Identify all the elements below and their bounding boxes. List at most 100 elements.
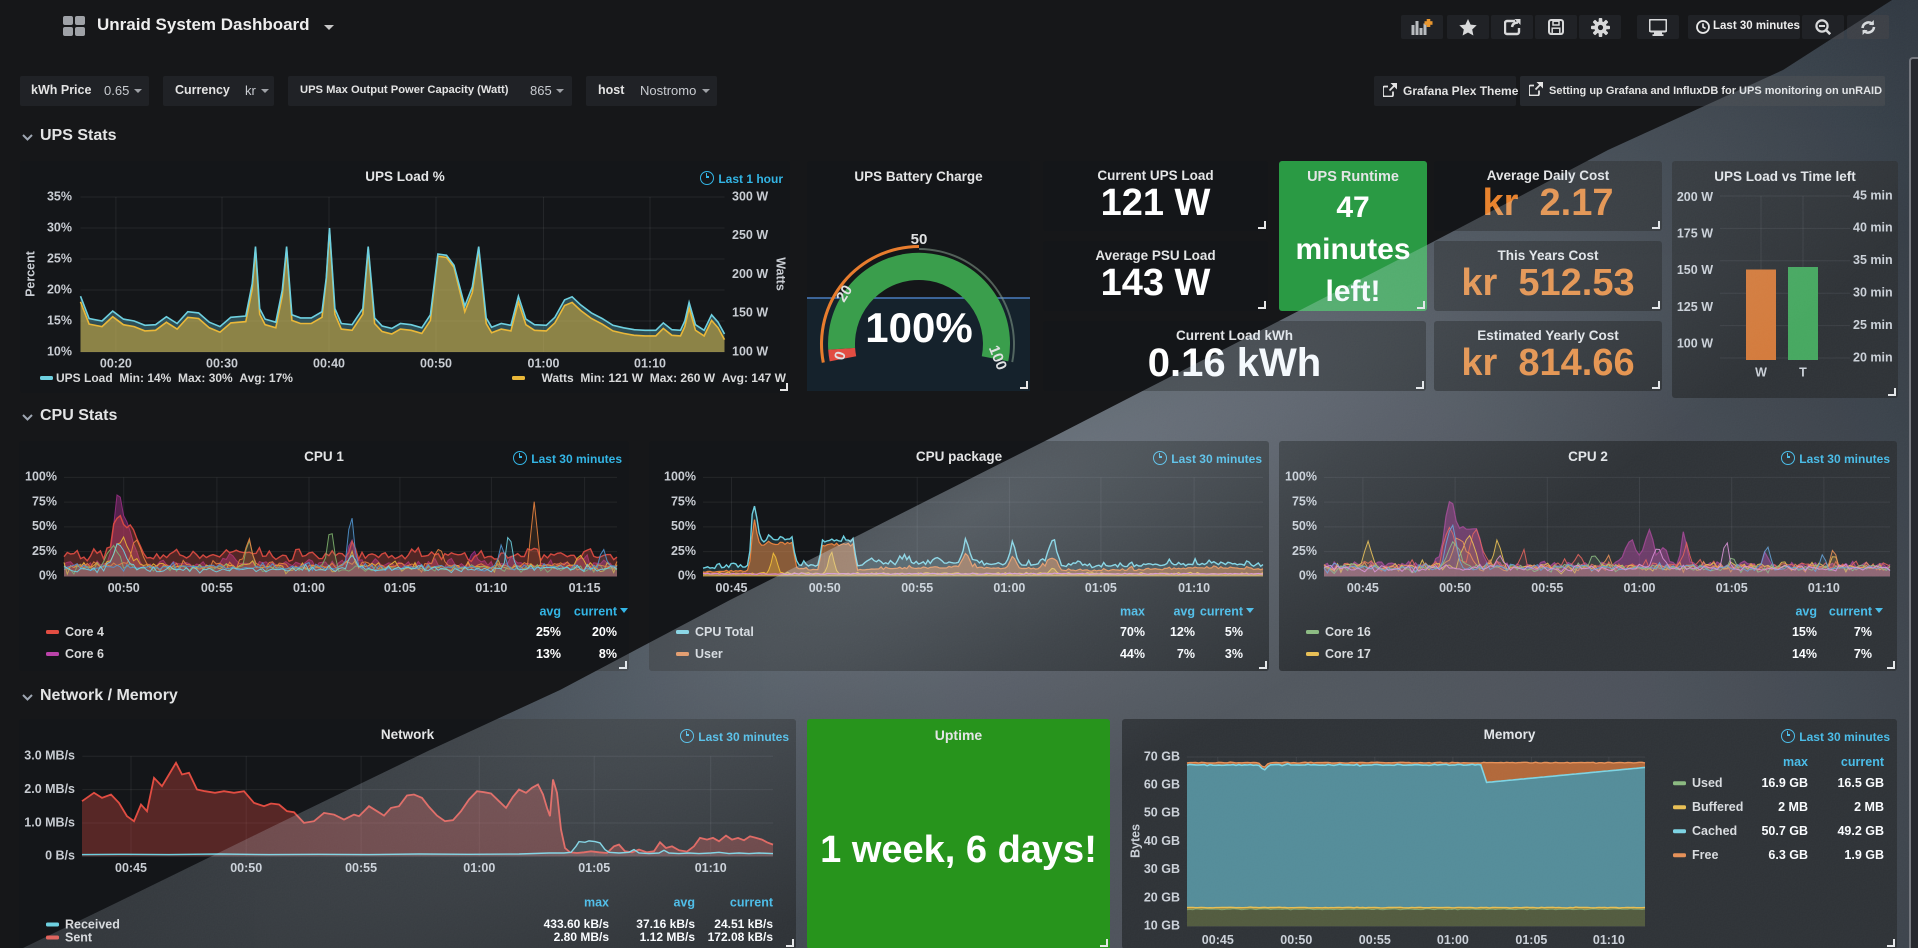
svg-text:Free: Free — [1692, 848, 1718, 862]
svg-text:75%: 75% — [1292, 494, 1317, 508]
svg-text:5%: 5% — [1225, 625, 1243, 639]
svg-text:70%: 70% — [1120, 625, 1145, 639]
svg-text:00:50: 00:50 — [108, 581, 140, 595]
svg-text:10 GB: 10 GB — [1144, 918, 1180, 932]
svg-text:70 GB: 70 GB — [1144, 749, 1180, 763]
svg-text:60 GB: 60 GB — [1144, 777, 1180, 791]
svg-text:2.80 MB/s: 2.80 MB/s — [554, 930, 610, 944]
svg-text:00:55: 00:55 — [1359, 933, 1391, 947]
svg-text:24.51 kB/s: 24.51 kB/s — [714, 917, 773, 931]
svg-text:37.16 kB/s: 37.16 kB/s — [636, 917, 695, 931]
svg-text:100%: 100% — [664, 470, 696, 484]
svg-text:6.3 GB: 6.3 GB — [1768, 848, 1808, 862]
svg-text:40 min: 40 min — [1853, 221, 1893, 235]
svg-text:current: current — [1200, 604, 1244, 618]
svg-text:01:00: 01:00 — [1437, 933, 1469, 947]
svg-text:01:10: 01:10 — [1808, 581, 1840, 595]
svg-text:50 GB: 50 GB — [1144, 806, 1180, 820]
svg-text:01:00: 01:00 — [528, 356, 560, 370]
svg-text:15%: 15% — [1792, 625, 1817, 639]
svg-text:50.7 GB: 50.7 GB — [1761, 824, 1808, 838]
svg-text:100%: 100% — [865, 304, 972, 351]
svg-text:49.2 GB: 49.2 GB — [1837, 824, 1884, 838]
svg-text:200 W: 200 W — [732, 267, 768, 281]
svg-text:max: max — [584, 895, 609, 909]
svg-text:7%: 7% — [1177, 647, 1195, 661]
svg-text:current: current — [730, 895, 774, 909]
svg-text:25 min: 25 min — [1853, 318, 1893, 332]
svg-text:current: current — [574, 604, 618, 618]
svg-text:45 min: 45 min — [1853, 188, 1893, 202]
svg-text:Cached: Cached — [1692, 824, 1737, 838]
svg-text:Percent: Percent — [23, 250, 37, 297]
svg-text:35%: 35% — [47, 189, 72, 203]
svg-text:00:50: 00:50 — [1280, 933, 1312, 947]
svg-text:15%: 15% — [47, 313, 72, 327]
svg-text:100 W: 100 W — [1677, 337, 1713, 351]
svg-text:01:00: 01:00 — [463, 861, 495, 875]
svg-text:200 W: 200 W — [1677, 190, 1713, 204]
svg-text:00:45: 00:45 — [716, 581, 748, 595]
svg-text:1.0 MB/s: 1.0 MB/s — [24, 815, 75, 829]
svg-text:Buffered: Buffered — [1692, 800, 1743, 814]
svg-text:125 W: 125 W — [1677, 300, 1713, 314]
svg-text:avg: avg — [1795, 604, 1817, 618]
svg-text:25%: 25% — [1292, 544, 1317, 558]
svg-text:50%: 50% — [32, 519, 57, 533]
svg-text:max: max — [1120, 604, 1145, 618]
svg-text:01:05: 01:05 — [1515, 933, 1547, 947]
svg-text:00:30: 00:30 — [206, 356, 238, 370]
svg-text:00:55: 00:55 — [345, 861, 377, 875]
svg-text:avg: avg — [1173, 604, 1195, 618]
svg-text:7%: 7% — [1854, 625, 1872, 639]
svg-text:250 W: 250 W — [732, 228, 768, 242]
svg-text:avg: avg — [673, 895, 695, 909]
svg-text:40 GB: 40 GB — [1144, 834, 1180, 848]
svg-text:30 GB: 30 GB — [1144, 862, 1180, 876]
svg-text:00:50: 00:50 — [1439, 581, 1471, 595]
svg-text:16.9 GB: 16.9 GB — [1761, 776, 1808, 790]
svg-text:01:10: 01:10 — [475, 581, 507, 595]
svg-text:01:10: 01:10 — [695, 861, 727, 875]
svg-text:00:50: 00:50 — [809, 581, 841, 595]
svg-text:00:55: 00:55 — [201, 581, 233, 595]
svg-text:01:10: 01:10 — [1178, 581, 1210, 595]
svg-text:CPU Total: CPU Total — [695, 625, 754, 639]
svg-text:00:50: 00:50 — [420, 356, 452, 370]
svg-text:2 MB: 2 MB — [1854, 800, 1884, 814]
svg-text:current: current — [1829, 604, 1873, 618]
svg-text:Core 4: Core 4 — [65, 625, 104, 639]
svg-text:Used: Used — [1692, 776, 1723, 790]
svg-text:01:05: 01:05 — [384, 581, 416, 595]
svg-text:8%: 8% — [599, 647, 617, 661]
svg-text:172.08 kB/s: 172.08 kB/s — [708, 930, 774, 944]
svg-text:00:45: 00:45 — [1347, 581, 1379, 595]
svg-text:01:00: 01:00 — [293, 581, 325, 595]
svg-text:00:50: 00:50 — [230, 861, 262, 875]
svg-text:10%: 10% — [47, 344, 72, 358]
svg-text:75%: 75% — [32, 494, 57, 508]
svg-text:01:05: 01:05 — [578, 861, 610, 875]
svg-text:50%: 50% — [671, 519, 696, 533]
svg-text:50%: 50% — [1292, 519, 1317, 533]
svg-text:150 W: 150 W — [732, 306, 768, 320]
svg-text:2 MB: 2 MB — [1778, 800, 1808, 814]
svg-text:12%: 12% — [1170, 625, 1195, 639]
svg-text:75%: 75% — [671, 494, 696, 508]
svg-text:50: 50 — [911, 231, 928, 248]
svg-text:01:10: 01:10 — [634, 356, 666, 370]
svg-text:01:00: 01:00 — [993, 581, 1025, 595]
svg-text:0 B/s: 0 B/s — [45, 849, 75, 863]
svg-text:20%: 20% — [592, 625, 617, 639]
svg-text:100%: 100% — [1285, 470, 1317, 484]
svg-text:current: current — [1841, 755, 1885, 769]
svg-text:14%: 14% — [1792, 647, 1817, 661]
svg-text:00:40: 00:40 — [313, 356, 345, 370]
svg-text:Watts: Watts — [774, 257, 788, 291]
svg-text:Bytes: Bytes — [1128, 824, 1142, 858]
svg-text:20 min: 20 min — [1853, 350, 1893, 364]
svg-text:User: User — [695, 647, 723, 661]
svg-text:00:45: 00:45 — [1202, 933, 1234, 947]
svg-text:25%: 25% — [47, 251, 72, 265]
svg-text:7%: 7% — [1854, 647, 1872, 661]
